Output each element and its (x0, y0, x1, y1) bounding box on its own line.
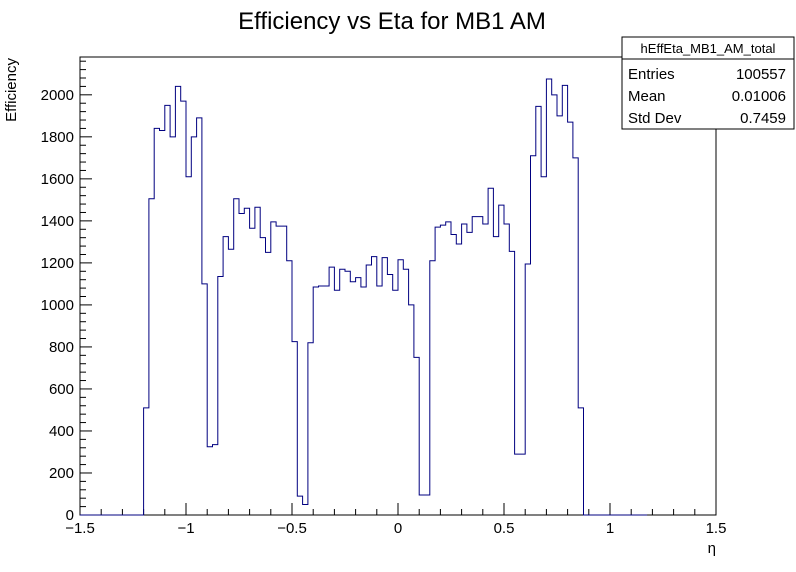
x-tick-label: 0 (394, 520, 402, 537)
y-tick-label: 1200 (41, 255, 74, 272)
x-tick-label: −0.5 (277, 520, 307, 537)
stats-box-frame (621, 36, 795, 130)
stats-box: hEffEta_MB1_AM_total Entries 100557 Mean… (621, 36, 795, 130)
x-tick-labels: −1.5 −1 −0.5 0 0.5 1 1.5 (65, 520, 726, 537)
y-tick-label: 200 (49, 465, 74, 482)
stats-stddev-label: Std Dev (628, 110, 682, 127)
stats-box-title: hEffEta_MB1_AM_total (641, 41, 776, 56)
x-tick-label: 1.5 (706, 520, 727, 537)
stats-entries-label: Entries (628, 66, 675, 83)
y-tick-labels: 0 200 400 600 800 1000 1200 1400 1600 1800 2000 (41, 87, 74, 524)
x-tick-label: 1 (606, 520, 614, 537)
y-tick-label: 0 (66, 507, 74, 524)
stats-mean-value: 0.01006 (732, 88, 786, 105)
y-tick-label: 1000 (41, 297, 74, 314)
stats-mean-label: Mean (628, 88, 666, 105)
y-axis-label: Efficiency (3, 58, 20, 122)
stats-entries-value: 100557 (736, 66, 786, 83)
stats-stddev-value: 0.7459 (740, 110, 786, 127)
chart-title: Efficiency vs Eta for MB1 AM (238, 8, 546, 35)
x-tick-label: 0.5 (494, 520, 515, 537)
y-tick-label: 600 (49, 381, 74, 398)
histogram-series-line (80, 78, 648, 516)
y-tick-label: 800 (49, 339, 74, 356)
y-tick-label: 1800 (41, 129, 74, 146)
x-axis-label: η (708, 540, 716, 557)
y-tick-label: 1400 (41, 213, 74, 230)
x-tick-label: −1 (177, 520, 194, 537)
x-tick-label: −1.5 (65, 520, 95, 537)
y-tick-label: 2000 (41, 87, 74, 104)
y-tick-label: 1600 (41, 171, 74, 188)
y-tick-label: 400 (49, 423, 74, 440)
